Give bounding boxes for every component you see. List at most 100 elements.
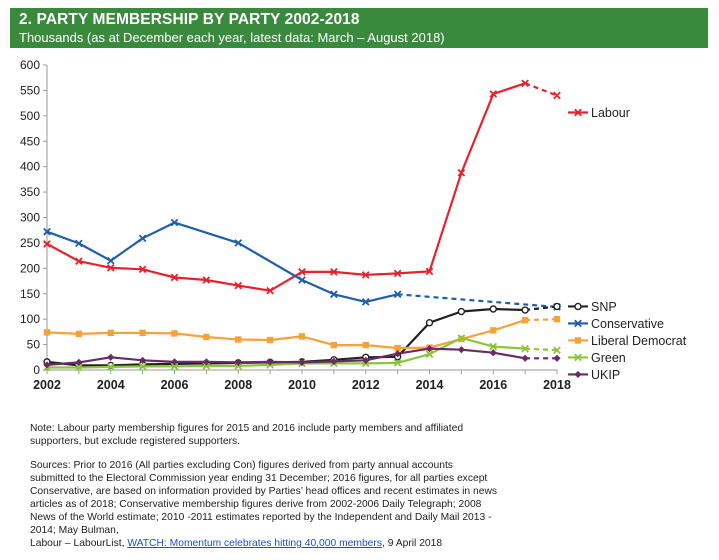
green-point	[106, 363, 115, 371]
labour-point	[202, 276, 211, 284]
legend-swatch-marker	[574, 353, 582, 362]
series-liberal-democrat	[43, 315, 561, 352]
labour-projection-line	[524, 82, 558, 97]
liberal-democrat-point	[75, 330, 83, 338]
ukip-point	[75, 358, 83, 366]
legend-swatch-marker	[574, 370, 582, 379]
ukip-point	[521, 354, 529, 362]
x-tick-label: 2018	[543, 378, 571, 392]
x-tick-label: 2008	[224, 378, 252, 392]
green-line	[47, 336, 526, 369]
ukip-point	[330, 357, 338, 365]
labour-point	[266, 286, 274, 295]
chart-title: 2. PARTY MEMBERSHIP BY PARTY 2002-2018	[19, 11, 360, 28]
conservative-point	[298, 276, 306, 284]
legend-label-ukip: UKIP	[591, 368, 620, 382]
green-point	[75, 363, 83, 372]
legend-label-snp: SNP	[591, 300, 617, 314]
snp-point	[457, 307, 466, 316]
conservative-point	[75, 239, 83, 248]
liberal-democrat-point	[266, 336, 274, 344]
labour-point	[75, 257, 83, 266]
y-tick-label: 250	[20, 236, 40, 250]
labour-point	[553, 91, 561, 100]
y-tick-label: 50	[27, 338, 41, 352]
legend-label-liberal-democrat: Liberal Democrat	[591, 334, 687, 348]
conservative-line	[46, 221, 398, 303]
green-point	[457, 334, 466, 342]
liberal-democrat-point	[330, 341, 338, 349]
x-tick-label: 2004	[97, 378, 125, 392]
legend-item-green: Green	[568, 351, 626, 365]
labour-point	[43, 240, 51, 248]
ukip-point	[553, 354, 561, 362]
legend-item-liberal-democrat: Liberal Democrat	[568, 334, 687, 348]
y-tick-label: 450	[20, 134, 40, 148]
series-labour	[43, 79, 561, 295]
green-point	[425, 350, 434, 359]
x-tick-label: 2002	[33, 378, 61, 392]
snp-point	[425, 319, 434, 327]
chart-subtitle: Thousands (as at December each year, lat…	[19, 30, 445, 45]
conservative-point	[234, 239, 243, 247]
y-tick-label: 100	[20, 312, 40, 326]
y-tick-label: 500	[20, 109, 40, 123]
ukip-point	[43, 361, 51, 369]
series-conservative	[43, 218, 561, 311]
x-tick-label: 2010	[288, 378, 316, 392]
snp-point	[521, 306, 529, 314]
legend-item-labour: Labour	[568, 106, 630, 120]
ukip-point	[425, 345, 434, 353]
ukip-point	[457, 346, 465, 354]
labour-point	[234, 281, 243, 290]
liberal-democrat-point	[139, 329, 146, 337]
conservative-point	[106, 256, 115, 265]
series-layer	[43, 79, 561, 372]
chart-axes: 0 50 100 150 200 250 300 350 400 450 500 550 600 2002…	[20, 58, 571, 392]
sources-prefix: Labour – LabourList,	[30, 538, 128, 549]
legend-swatch-marker	[574, 337, 582, 344]
liberal-democrat-line	[46, 319, 526, 350]
liberal-democrat-point	[394, 344, 401, 352]
y-tick-label: 600	[20, 58, 40, 72]
x-tick-label: 2016	[479, 378, 507, 392]
chart-sources: Sources: Prior to 2016 (All parties excl…	[30, 459, 500, 550]
conservative-point	[330, 290, 338, 299]
liberal-democrat-projection-line	[525, 318, 558, 322]
labour-point	[457, 168, 466, 177]
membership-line-chart: 0 50 100 150 200 250 300 350 400 450 500 550 600 2002…	[20, 58, 687, 392]
legend-label-green: Green	[591, 351, 626, 365]
liberal-democrat-point	[553, 315, 561, 323]
ukip-point	[489, 349, 497, 357]
ukip-point	[266, 358, 274, 366]
green-point	[553, 346, 561, 355]
y-tick-label: 350	[20, 185, 40, 199]
labour-point	[489, 90, 498, 98]
ukip-point	[234, 358, 242, 366]
legend-item-ukip: UKIP	[568, 368, 620, 382]
conservative-point	[43, 227, 51, 236]
liberal-democrat-point	[107, 329, 114, 337]
momentum-article-link[interactable]: WATCH: Momentum celebrates hitting 40,00…	[127, 538, 382, 549]
x-tick-label: 2012	[352, 378, 380, 392]
snp-projection-line	[524, 305, 558, 312]
x-tick-label: 2006	[161, 378, 189, 392]
ukip-line	[46, 347, 526, 366]
labour-point	[170, 273, 179, 282]
green-point	[202, 362, 211, 370]
legend-swatch-marker	[574, 108, 582, 117]
y-tick-label: 0	[33, 363, 40, 377]
legend-swatch-marker	[574, 302, 582, 311]
legend-swatch-marker	[574, 319, 582, 328]
green-point	[393, 359, 402, 367]
sources-suffix: , 9 April 2018	[382, 538, 443, 549]
green-projection-line	[525, 347, 558, 352]
y-tick-label: 150	[20, 287, 40, 301]
ukip-point	[202, 358, 210, 366]
chart-note: Note: Labour party membership figures fo…	[30, 423, 464, 447]
labour-point	[393, 269, 402, 278]
ukip-point	[107, 353, 115, 361]
liberal-democrat-point	[235, 336, 242, 343]
liberal-democrat-point	[43, 329, 51, 336]
y-tick-label: 200	[20, 261, 40, 275]
